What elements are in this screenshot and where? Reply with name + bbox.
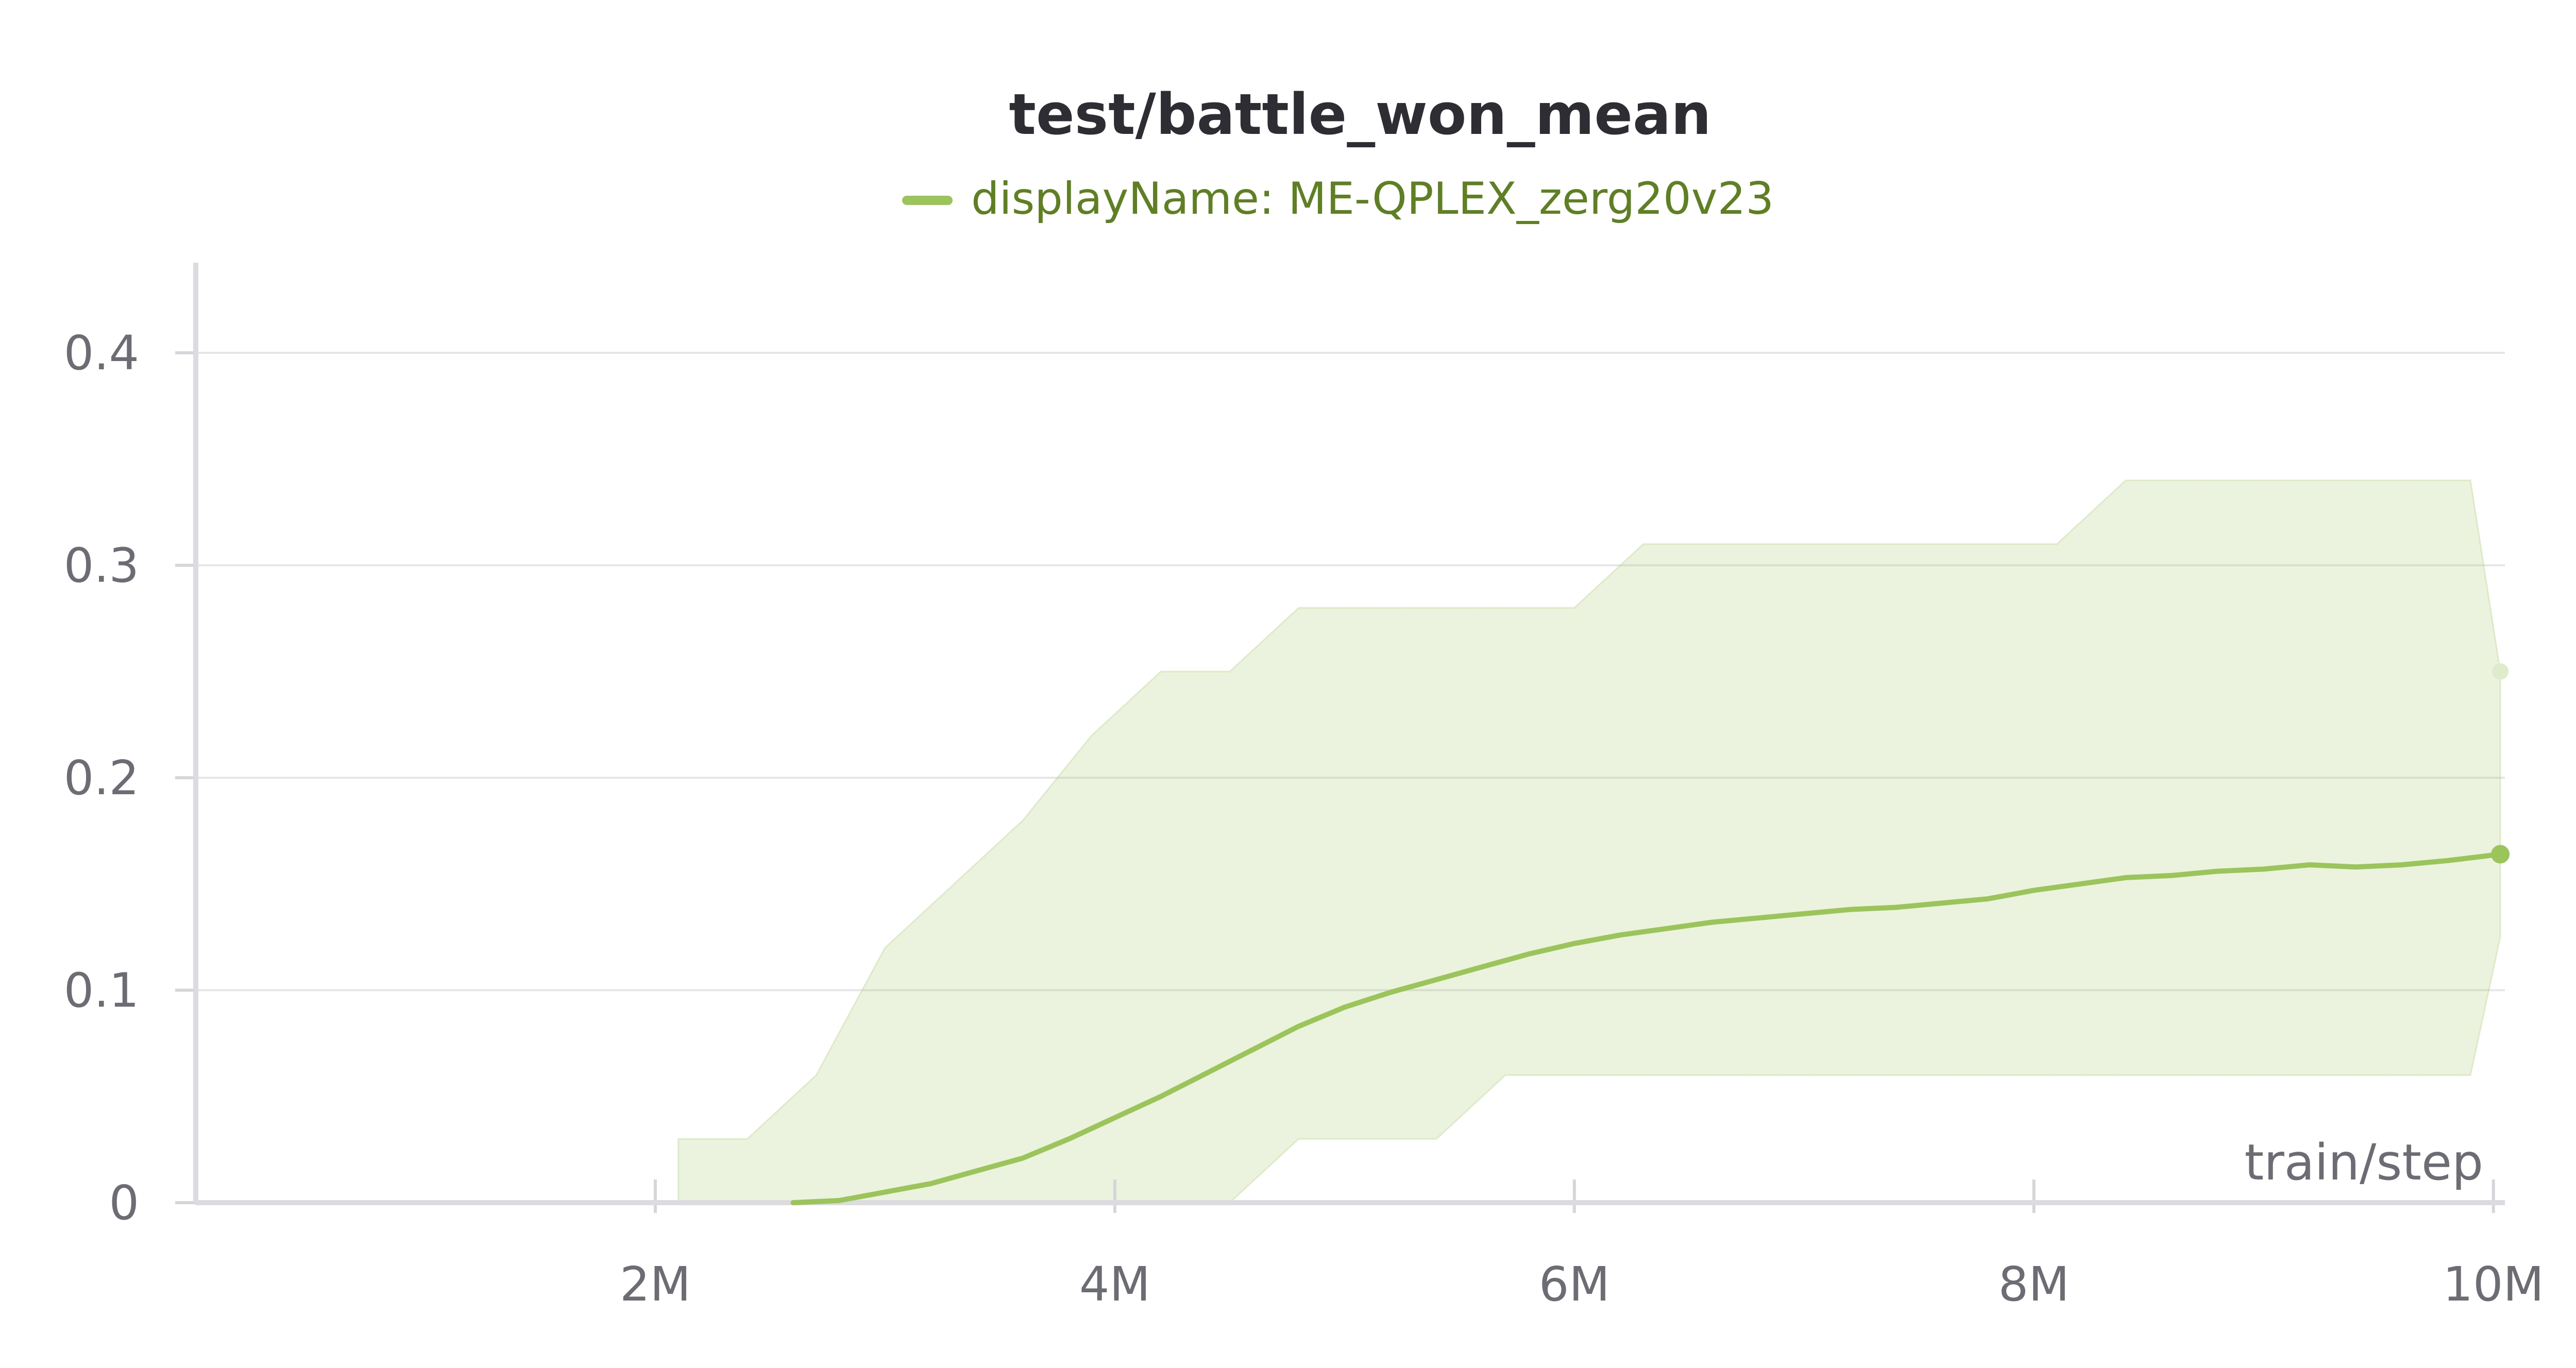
legend-label: displayName: ME-QPLEX_zerg20v23 (971, 173, 1774, 225)
last-raw-point[interactable] (2492, 663, 2509, 680)
x-tick-label: 6M (1539, 1257, 1610, 1312)
y-axis-ticks: 0 0.1 0.2 0.3 0.4 (64, 326, 139, 1230)
y-tick-label: 0.3 (64, 538, 139, 593)
y-tick-label: 0 (109, 1175, 139, 1230)
y-tick-label: 0.4 (64, 326, 139, 381)
axes (175, 263, 2505, 1213)
grid (196, 352, 2505, 991)
raw-band (677, 480, 2501, 1204)
x-tick-label: 8M (1998, 1257, 2070, 1312)
x-tick-label: 4M (1079, 1257, 1150, 1312)
x-axis-ticks: 2M 4M 6M 8M 10M (620, 1257, 2544, 1312)
last-smoothed-point[interactable] (2491, 845, 2510, 864)
legend[interactable]: displayName: ME-QPLEX_zerg20v23 (902, 173, 1774, 225)
series-line[interactable] (790, 851, 2503, 1205)
x-tick-label: 2M (620, 1257, 691, 1312)
y-tick-label: 0.2 (64, 750, 139, 806)
x-tick-label: 10M (2443, 1257, 2544, 1312)
y-tick-label: 0.1 (64, 963, 139, 1018)
raw-series-band (677, 480, 2501, 1204)
series-layer[interactable] (790, 663, 2510, 1205)
chart-title: test/battle_won_mean (1009, 81, 1711, 147)
x-axis-label: train/step (2245, 1134, 2483, 1191)
